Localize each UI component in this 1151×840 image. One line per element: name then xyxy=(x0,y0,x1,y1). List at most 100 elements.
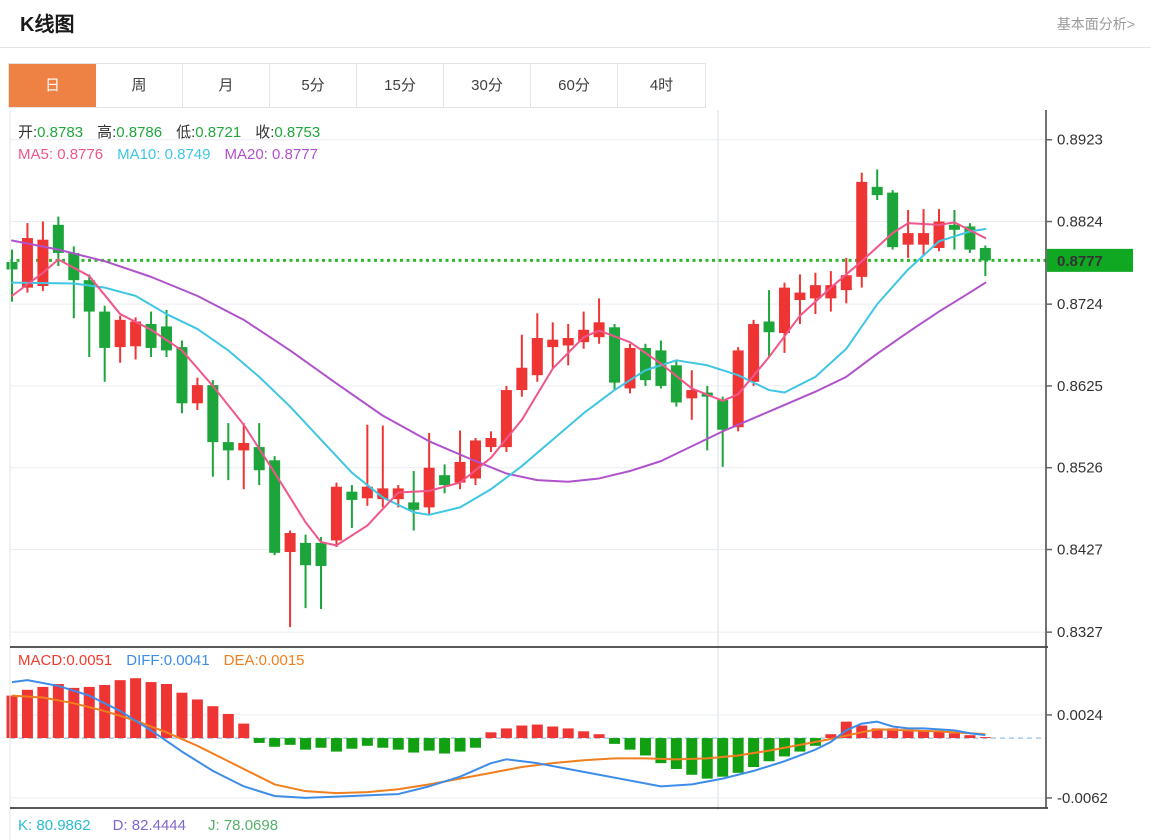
macd-bar xyxy=(902,729,914,739)
ma20 xyxy=(11,239,987,483)
candle-body xyxy=(315,542,327,567)
candle-body xyxy=(83,280,95,312)
macd-bar xyxy=(485,732,497,739)
candle-body xyxy=(145,323,157,348)
tab-4hour[interactable]: 4时 xyxy=(618,64,705,107)
candle-body xyxy=(52,224,64,253)
macd-bar xyxy=(964,735,976,739)
candle-body xyxy=(500,390,512,448)
candle-body xyxy=(284,532,296,552)
macd-bar xyxy=(423,738,435,751)
candle-body xyxy=(547,339,559,348)
candle-body xyxy=(871,186,883,196)
y-axis-label: 0.8724 xyxy=(1057,296,1103,313)
macd-bar xyxy=(624,738,636,750)
ma10 xyxy=(11,227,987,516)
kdj-legend: K: 80.9862 D: 82.4444 J: 78.0698 xyxy=(18,817,300,834)
macd-bar xyxy=(207,706,219,739)
candle-body xyxy=(470,440,481,479)
candle-body xyxy=(253,447,265,471)
y-axis-label: 0.8526 xyxy=(1057,460,1103,477)
price-tag-value: 0.8777 xyxy=(1057,253,1103,270)
candle-body xyxy=(578,329,590,343)
header-divider xyxy=(0,47,1151,48)
candle-body xyxy=(639,347,651,381)
kline-chart[interactable]: 0.8923 0.8824 0.8724 0.8625 0.8526 0.8427 0.83… xyxy=(0,110,1151,840)
macd-bar xyxy=(825,734,837,739)
j-readout: J: 78.0698 xyxy=(208,817,279,834)
page-title: K线图 xyxy=(20,14,75,36)
diff-readout: DIFF:0.0041 xyxy=(126,652,210,669)
candle-body xyxy=(670,365,682,403)
macd-bar xyxy=(191,699,203,739)
macd-bar xyxy=(161,684,172,739)
ma5 xyxy=(11,221,987,547)
candle-body xyxy=(531,338,543,376)
ma5-readout: MA5: 0.8776 xyxy=(18,146,104,163)
diff-line xyxy=(11,679,986,799)
candle-body xyxy=(748,323,760,382)
ma10-line xyxy=(11,227,987,516)
dea xyxy=(11,694,986,795)
macd-bar xyxy=(562,728,574,739)
candle-body xyxy=(300,542,312,566)
ma20-line xyxy=(11,239,987,483)
ma20-readout: MA20: 0.8777 xyxy=(224,146,318,163)
k-readout: K: 80.9862 xyxy=(18,817,91,834)
macd-bar xyxy=(887,728,899,739)
candle-body xyxy=(686,390,698,399)
open-readout: 开:0.8783 xyxy=(18,124,84,141)
macd-bar xyxy=(253,738,265,743)
y-axis-label: 0.8327 xyxy=(1057,624,1103,641)
macd-bar xyxy=(655,738,667,764)
macd-bar xyxy=(516,725,528,739)
close-readout: 收:0.8753 xyxy=(255,124,321,141)
candle-body xyxy=(964,226,976,250)
macd-bar xyxy=(330,738,342,752)
candle-body xyxy=(809,285,821,299)
y-axis-label: -0.0062 xyxy=(1057,790,1108,807)
macd-bar xyxy=(439,738,451,754)
tab-month[interactable]: 月 xyxy=(183,64,270,107)
low-readout: 低:0.8721 xyxy=(176,124,242,141)
macd-bar xyxy=(284,738,296,745)
tab-day[interactable]: 日 xyxy=(9,64,96,107)
macd-bar xyxy=(547,726,559,739)
candle-body xyxy=(454,461,466,483)
macd-bar xyxy=(130,678,142,739)
candle-body xyxy=(330,486,342,541)
macd-bar xyxy=(346,738,358,749)
macd-bar xyxy=(408,738,420,753)
macd-readout: MACD:0.0051 xyxy=(18,652,113,669)
macd-bar xyxy=(871,728,883,739)
candle-body xyxy=(779,287,790,334)
candle-body xyxy=(207,385,219,443)
y-axis-label: 0.8625 xyxy=(1057,378,1103,395)
candle-body xyxy=(423,467,435,508)
candle-body xyxy=(918,233,930,245)
macd-bar xyxy=(377,738,389,748)
y-axis-label: 0.8824 xyxy=(1057,214,1103,231)
macd-bar xyxy=(52,684,64,739)
macd-bar xyxy=(392,738,404,750)
gridlines xyxy=(10,110,1046,810)
candle-body xyxy=(562,338,574,346)
candle-body xyxy=(21,238,33,288)
candle-body xyxy=(6,262,18,270)
fundamental-analysis-link[interactable]: 基本面分析> xyxy=(1056,16,1135,32)
tab-30min[interactable]: 30分 xyxy=(444,64,531,107)
d-readout: D: 82.4444 xyxy=(112,817,186,834)
candle-body xyxy=(161,326,172,351)
macd-bar xyxy=(222,713,234,739)
tab-5min[interactable]: 5分 xyxy=(270,64,357,107)
macd-bar xyxy=(37,686,49,739)
candle-body xyxy=(948,224,960,230)
macd-bar xyxy=(639,738,651,756)
tab-week[interactable]: 周 xyxy=(96,64,183,107)
tab-60min[interactable]: 60分 xyxy=(531,64,618,107)
tab-15min[interactable]: 15分 xyxy=(357,64,444,107)
y-axis-label: 0.8923 xyxy=(1057,132,1103,149)
candle-body xyxy=(717,399,729,430)
candle-body xyxy=(609,327,621,383)
candle-body xyxy=(840,275,852,291)
